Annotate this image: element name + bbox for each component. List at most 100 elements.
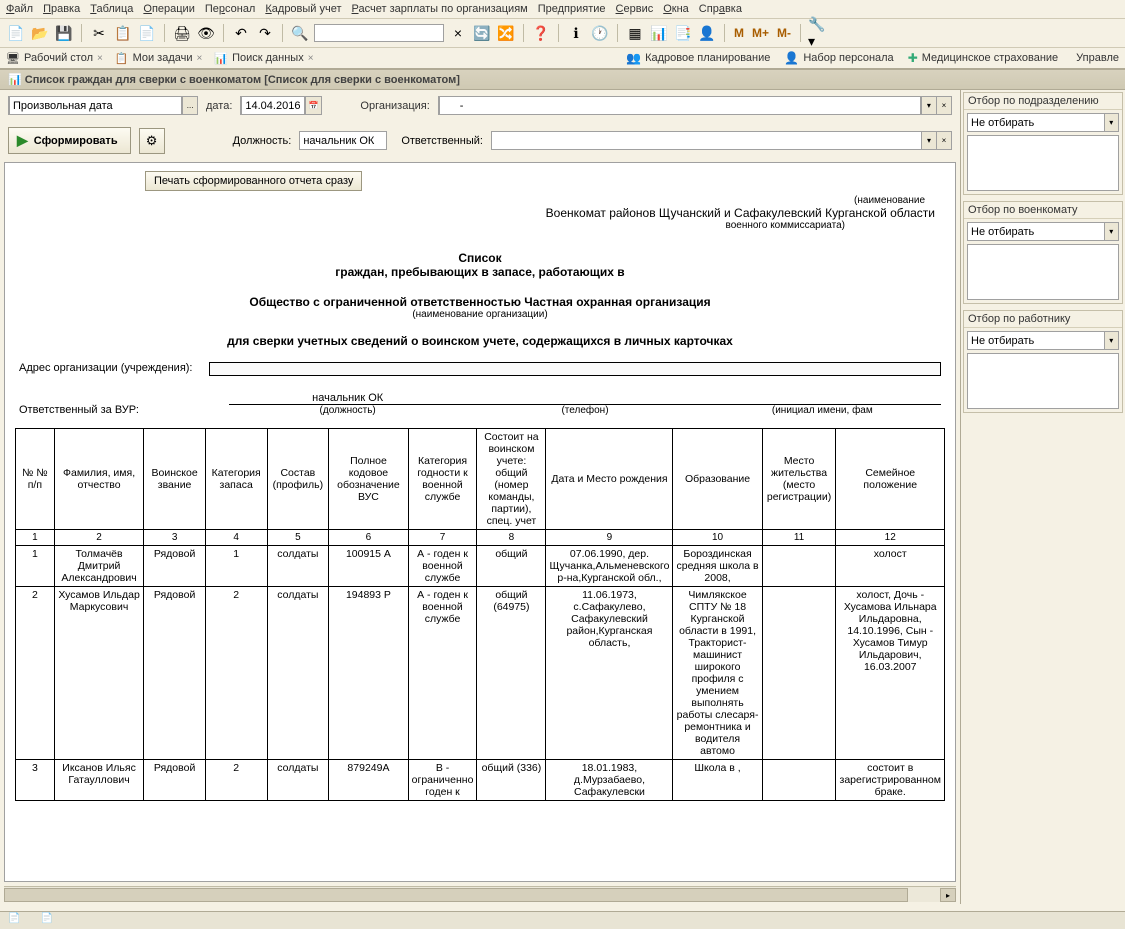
resp-input[interactable] xyxy=(492,132,921,149)
dropdown-btn[interactable]: ▾ xyxy=(1104,332,1118,349)
toolbar-icon[interactable]: ✂ xyxy=(89,23,109,43)
menu-item[interactable]: Кадровый учет xyxy=(265,3,341,15)
period-dropdown[interactable]: ... xyxy=(8,96,198,115)
table-cell: состоит в зарегистрированном браке. xyxy=(836,760,945,801)
clear-btn[interactable]: × xyxy=(936,97,951,114)
filter-list[interactable] xyxy=(967,353,1119,409)
filter-list[interactable] xyxy=(967,244,1119,300)
toolbar-icon[interactable]: 🔧▾ xyxy=(808,23,828,43)
menubar: Файл Правка Таблица Операции Персонал Кадровы… xyxy=(0,0,1125,19)
date-field[interactable]: 📅 xyxy=(240,96,322,115)
menu-item[interactable]: Правка xyxy=(43,3,80,15)
toolbar-icon[interactable]: 📄 xyxy=(6,23,26,43)
menu-item[interactable]: Персонал xyxy=(205,3,256,15)
toolbar-icon[interactable]: ❓ xyxy=(531,23,551,43)
toolbar-icon[interactable]: 🔍 xyxy=(290,23,310,43)
tab-item[interactable]: 📊Поиск данных× xyxy=(214,52,313,65)
calendar-btn[interactable]: 📅 xyxy=(305,97,321,114)
tab-item[interactable]: 📋Мои задачи× xyxy=(115,52,202,65)
resp-field[interactable]: ▾ × xyxy=(491,131,952,150)
menu-item[interactable]: Файл xyxy=(6,3,33,15)
menu-item[interactable]: Расчет зарплаты по организациям xyxy=(352,3,528,15)
taskbar-item[interactable]: 📄 xyxy=(40,913,52,928)
clear-btn[interactable]: × xyxy=(936,132,951,149)
print-button[interactable]: Печать сформированного отчета сразу xyxy=(145,171,362,191)
m-button[interactable]: M- xyxy=(775,26,793,40)
close-icon[interactable]: × xyxy=(97,53,103,64)
nav-link[interactable]: ✚Медицинское страхование xyxy=(908,51,1058,65)
nav-label: Управле xyxy=(1076,52,1119,64)
document-title-bar: 📊 Список граждан для сверки с военкомато… xyxy=(0,70,1125,90)
horizontal-scrollbar[interactable]: ▸ xyxy=(4,886,956,902)
filter-block: Отбор по работнику ▾ xyxy=(963,310,1123,413)
filter-select-input[interactable] xyxy=(968,114,1104,131)
menu-item[interactable]: Предприятие xyxy=(538,3,606,15)
filter-select-input[interactable] xyxy=(968,332,1104,349)
separator xyxy=(282,24,283,42)
scroll-thumb[interactable] xyxy=(4,888,908,902)
table-cell: общий xyxy=(477,546,546,587)
taskbar-item[interactable]: 📄 xyxy=(8,913,20,928)
toolbar-icon[interactable]: ℹ xyxy=(566,23,586,43)
toolbar-icon[interactable]: 📋 xyxy=(113,23,133,43)
filter-list[interactable] xyxy=(967,135,1119,191)
date-input[interactable] xyxy=(241,96,305,115)
filter-select-input[interactable] xyxy=(968,223,1104,240)
menu-item[interactable]: Окна xyxy=(663,3,689,15)
org-label: Организация: xyxy=(360,100,429,112)
form-button[interactable]: ▶ Сформировать xyxy=(8,127,131,154)
toolbar-icon[interactable]: 🖨 xyxy=(172,23,192,43)
position-input[interactable] xyxy=(300,132,386,149)
dropdown-btn[interactable]: ▾ xyxy=(1104,114,1118,131)
toolbar-icon[interactable]: 🔄 xyxy=(472,23,492,43)
toolbar-icon[interactable]: ↷ xyxy=(255,23,275,43)
address-row: Адрес организации (учреждения): xyxy=(15,362,945,376)
toolbar-icon[interactable]: 📑 xyxy=(673,23,693,43)
report-viewport[interactable]: Печать сформированного отчета сразу (наи… xyxy=(4,162,956,882)
nav-link[interactable]: Управле xyxy=(1072,51,1119,65)
nav-link[interactable]: 👥Кадровое планирование xyxy=(626,51,770,65)
toolbar-icon[interactable]: 📂 xyxy=(30,23,50,43)
position-field[interactable] xyxy=(299,131,387,150)
search-input[interactable] xyxy=(314,24,444,42)
period-input[interactable] xyxy=(9,96,182,115)
scroll-right-arrow[interactable]: ▸ xyxy=(940,888,956,902)
toolbar-icon[interactable]: 💾 xyxy=(54,23,74,43)
menu-item[interactable]: Справка xyxy=(699,3,742,15)
filter-select[interactable]: ▾ xyxy=(967,113,1119,132)
toolbar-icon[interactable]: ▦ xyxy=(625,23,645,43)
org-field[interactable]: ▾ × xyxy=(438,96,952,115)
toolbar-icon[interactable]: 📄 xyxy=(137,23,157,43)
toolbar-icon[interactable]: 👁 xyxy=(196,23,216,43)
config-button[interactable]: ⚙ xyxy=(139,128,165,154)
menu-item[interactable]: Сервис xyxy=(616,3,654,15)
table-cell: Хусамов Ильдар Маркусович xyxy=(54,587,144,760)
filter-select[interactable]: ▾ xyxy=(967,222,1119,241)
dropdown-btn[interactable]: ▾ xyxy=(921,97,936,114)
nav-link[interactable]: 👤Набор персонала xyxy=(784,51,893,65)
filter-select[interactable]: ▾ xyxy=(967,331,1119,350)
filter-row-1: ... дата: 📅 Организация: ▾ × xyxy=(0,90,960,121)
dropdown-btn[interactable]: ▾ xyxy=(921,132,936,149)
org-input[interactable] xyxy=(439,96,921,115)
menu-item[interactable]: Операции xyxy=(143,3,194,15)
toolbar-icon[interactable]: ↶ xyxy=(231,23,251,43)
m-button[interactable]: M xyxy=(732,26,746,40)
toolbar-icon[interactable]: 🕐 xyxy=(590,23,610,43)
left-panel: ... дата: 📅 Организация: ▾ × ▶ Сформиров… xyxy=(0,90,960,904)
table-header: Образование xyxy=(673,429,762,530)
toolbar-icon[interactable]: × xyxy=(448,23,468,43)
menu-item[interactable]: Таблица xyxy=(90,3,133,15)
commissariat-sub: военного коммиссариата) xyxy=(15,220,945,231)
m-button[interactable]: M+ xyxy=(750,26,771,40)
close-icon[interactable]: × xyxy=(308,53,314,64)
toolbar-icon[interactable]: 👤 xyxy=(697,23,717,43)
close-icon[interactable]: × xyxy=(197,53,203,64)
dropdown-btn[interactable]: ... xyxy=(182,97,197,114)
toolbar-icon[interactable]: 🔀 xyxy=(496,23,516,43)
dropdown-btn[interactable]: ▾ xyxy=(1104,223,1118,240)
column-number: 4 xyxy=(205,530,267,546)
toolbar-icon[interactable]: 📊 xyxy=(649,23,669,43)
table-cell: солдаты xyxy=(267,546,329,587)
tab-item[interactable]: 🖥Рабочий стол× xyxy=(6,52,103,65)
